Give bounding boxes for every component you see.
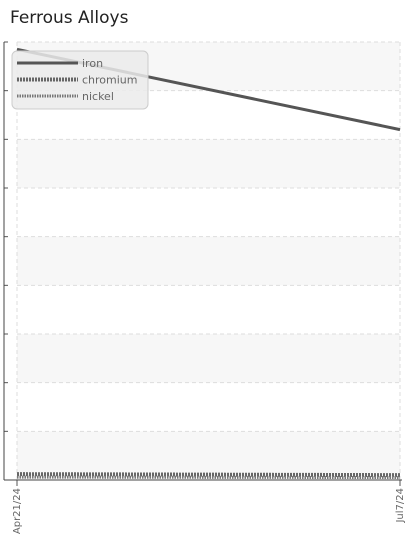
axes [3, 41, 402, 486]
legend-label-nickel: nickel [82, 90, 114, 103]
x-tick-labels: Apr21/24 Jul7/24 [12, 488, 405, 534]
legend: iron chromium nickel [11, 50, 149, 110]
plot-bands [17, 42, 400, 480]
legend-label-chromium: chromium [82, 74, 138, 87]
chart-title: Ferrous Alloys [10, 8, 129, 28]
x-tick-label: Jul7/24 [395, 488, 405, 524]
plot-band [17, 334, 400, 383]
plot-band [17, 139, 400, 188]
plot-band [17, 431, 400, 480]
legend-label-iron: iron [82, 57, 103, 70]
x-tick-label: Apr21/24 [12, 488, 23, 534]
series-line-chromium [16, 472, 401, 478]
plot-band [17, 236, 400, 286]
